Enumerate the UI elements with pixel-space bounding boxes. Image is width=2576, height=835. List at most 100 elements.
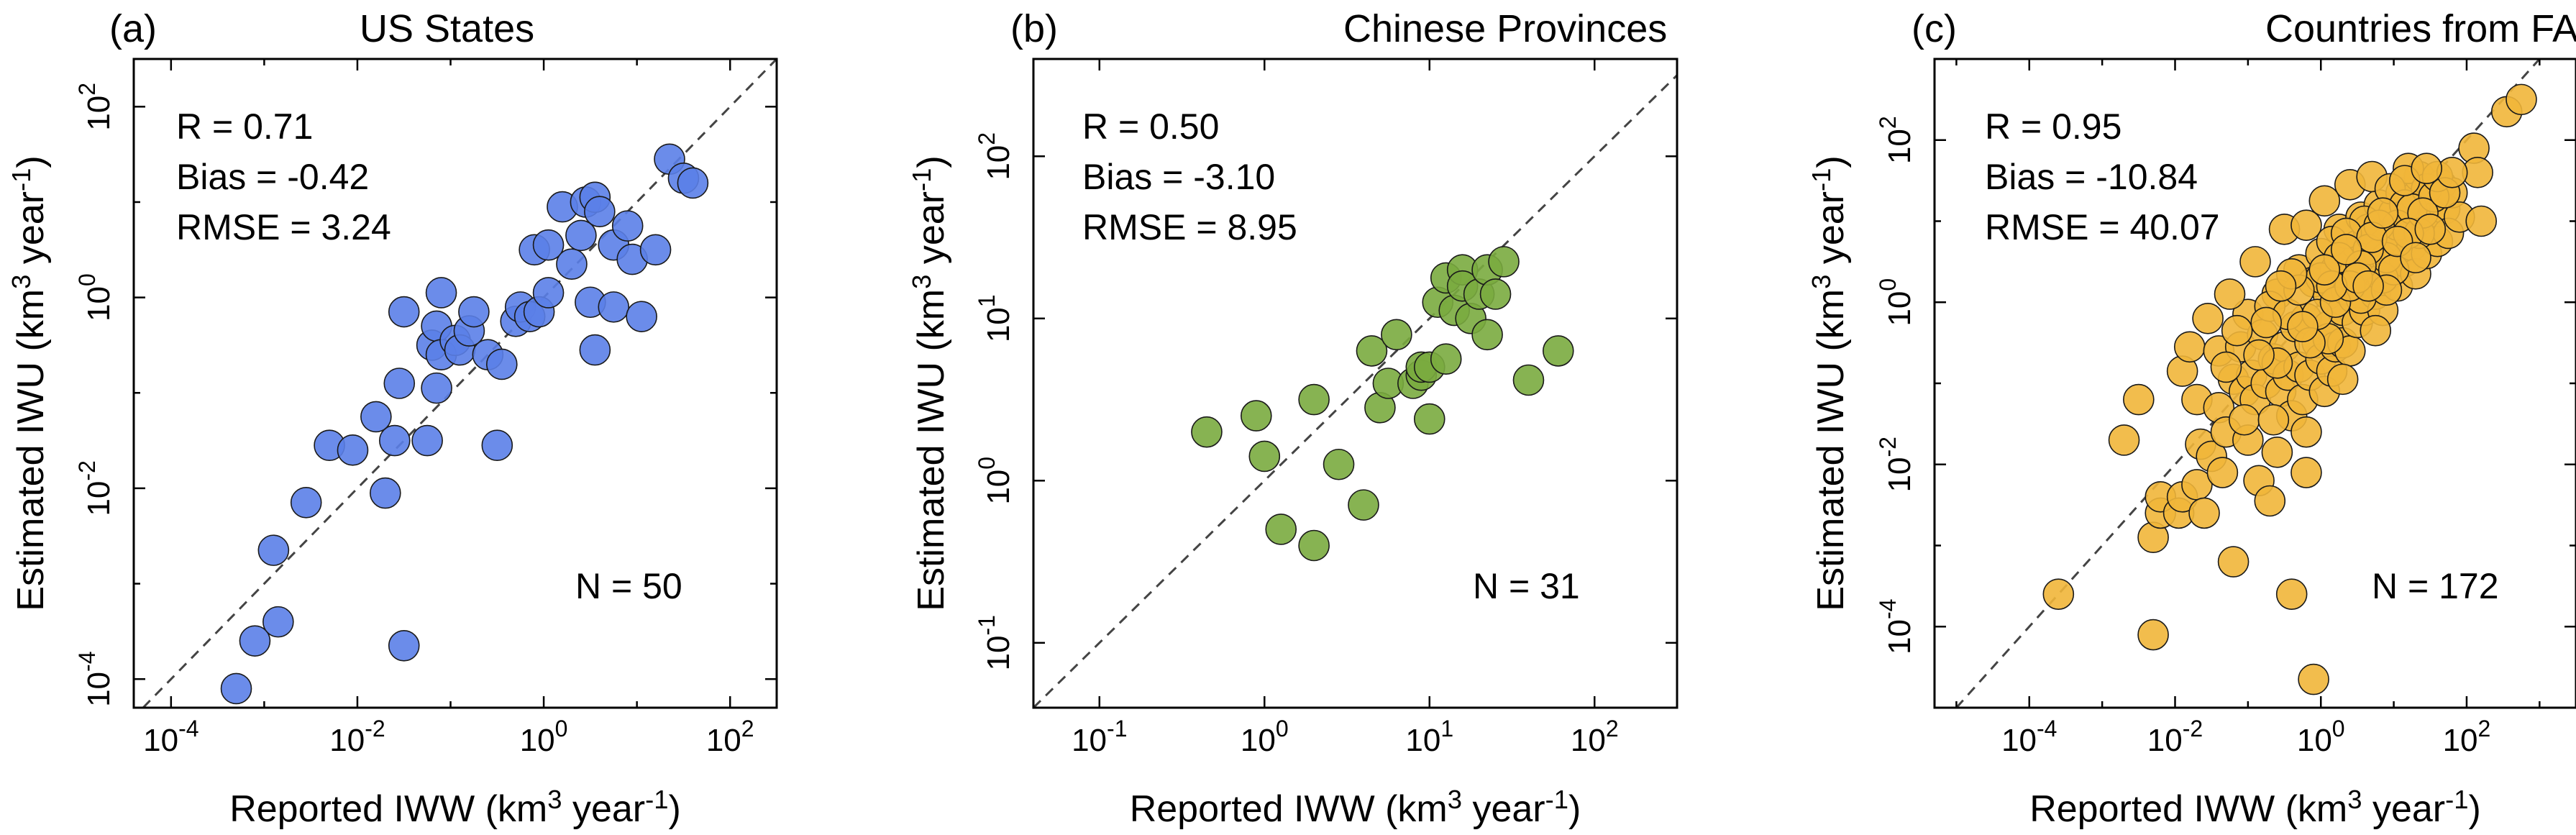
data-point bbox=[565, 219, 597, 252]
data-point bbox=[1512, 364, 1545, 396]
y-tick-label: 102 bbox=[74, 83, 117, 131]
y-tick-label: 10-2 bbox=[1875, 437, 1917, 492]
data-point bbox=[2308, 254, 2341, 286]
data-point bbox=[1298, 383, 1330, 416]
data-point bbox=[411, 424, 443, 457]
data-point bbox=[481, 429, 513, 462]
plot-frame bbox=[132, 58, 778, 709]
stat-line: Bias = -3.10 bbox=[1082, 157, 1275, 197]
data-point bbox=[556, 248, 588, 280]
data-point bbox=[598, 291, 630, 323]
data-point bbox=[2173, 331, 2206, 363]
x-axis-label: Reported IWW (km3 year-1) bbox=[2029, 785, 2481, 830]
data-point bbox=[2275, 578, 2308, 610]
x-tick-label: 102 bbox=[1571, 716, 1619, 758]
stat-line: RMSE = 8.95 bbox=[1082, 207, 1297, 247]
data-point bbox=[2290, 457, 2322, 488]
y-tick-label: 100 bbox=[974, 457, 1016, 505]
y-tick-label: 10-1 bbox=[974, 615, 1016, 670]
data-point bbox=[532, 229, 565, 261]
data-point bbox=[2400, 242, 2431, 274]
data-point bbox=[2108, 424, 2140, 456]
y-tick-label: 102 bbox=[1875, 116, 1917, 164]
y-axis-label: Estimated IWU (km3 year-1) bbox=[6, 155, 52, 611]
data-point bbox=[579, 334, 611, 366]
data-point bbox=[360, 401, 392, 433]
stat-line: Bias = -10.84 bbox=[1985, 157, 2198, 197]
data-point bbox=[1356, 335, 1388, 367]
stat-line: Bias = -0.42 bbox=[176, 157, 369, 197]
data-point bbox=[2221, 314, 2253, 347]
data-point bbox=[1542, 335, 1574, 367]
panel-title: Chinese Provinces bbox=[1343, 7, 1667, 50]
panel-title: US States bbox=[360, 7, 534, 50]
panel-label: (b) bbox=[1010, 7, 1058, 50]
data-point bbox=[2210, 351, 2242, 383]
sample-count: N = 50 bbox=[575, 566, 682, 606]
points bbox=[1191, 246, 1574, 562]
data-point bbox=[2287, 311, 2319, 342]
data-point bbox=[677, 167, 709, 199]
data-point bbox=[626, 301, 657, 332]
x-tick-label: 101 bbox=[1405, 716, 1453, 758]
sample-count: N = 172 bbox=[2372, 566, 2499, 606]
sample-count: N = 31 bbox=[1473, 566, 1580, 606]
data-point bbox=[421, 372, 452, 404]
data-point bbox=[2308, 185, 2341, 217]
points bbox=[220, 143, 709, 705]
data-point bbox=[1191, 416, 1223, 448]
x-tick-label: 100 bbox=[1241, 716, 1289, 758]
data-point bbox=[2257, 403, 2290, 436]
data-point bbox=[2206, 457, 2239, 488]
data-point bbox=[458, 296, 490, 328]
data-point bbox=[2261, 437, 2293, 468]
data-point bbox=[611, 210, 644, 242]
one-to-one-line bbox=[142, 59, 777, 708]
data-point bbox=[2411, 152, 2443, 185]
data-point bbox=[2290, 209, 2322, 241]
data-point bbox=[337, 434, 369, 466]
y-tick-label: 102 bbox=[974, 132, 1016, 181]
panel-title: Countries from FAOSTAT bbox=[2265, 7, 2576, 50]
data-point bbox=[1348, 489, 1379, 521]
y-tick-label: 10-4 bbox=[1875, 599, 1917, 654]
panel-label: (a) bbox=[109, 7, 157, 50]
data-point bbox=[383, 368, 416, 399]
data-point bbox=[2042, 578, 2075, 610]
data-point bbox=[2188, 497, 2220, 529]
data-point bbox=[388, 629, 420, 662]
data-point bbox=[2506, 83, 2537, 116]
data-point bbox=[2265, 270, 2297, 302]
data-point bbox=[2367, 197, 2399, 229]
data-point bbox=[2217, 546, 2250, 578]
data-point bbox=[2330, 234, 2362, 265]
data-point bbox=[2137, 619, 2169, 651]
data-point bbox=[290, 487, 322, 519]
data-point bbox=[2465, 205, 2498, 237]
y-axis-label: Estimated IWU (km3 year-1) bbox=[1807, 155, 1852, 611]
data-point bbox=[1248, 440, 1281, 473]
stat-line: RMSE = 40.07 bbox=[1985, 207, 2220, 247]
data-point bbox=[2298, 663, 2329, 695]
data-point bbox=[2326, 363, 2359, 396]
x-tick-label: 10-4 bbox=[143, 716, 198, 758]
data-point bbox=[584, 196, 616, 228]
data-point bbox=[2214, 278, 2246, 310]
data-point bbox=[1430, 343, 1462, 375]
x-tick-label: 102 bbox=[2443, 716, 2491, 758]
data-point bbox=[1265, 514, 1297, 545]
data-point bbox=[257, 534, 290, 566]
data-point bbox=[1381, 319, 1412, 351]
data-point bbox=[2243, 339, 2275, 371]
data-point bbox=[2290, 416, 2322, 448]
data-point bbox=[2250, 306, 2283, 339]
data-point bbox=[262, 606, 294, 638]
y-tick-label: 10-2 bbox=[74, 460, 117, 516]
data-point bbox=[2123, 383, 2155, 416]
data-point bbox=[1323, 448, 1355, 480]
data-point bbox=[239, 625, 271, 657]
panel-b: 10-1 100 101 102 10-1 100 101 102 (b) Chinese Pro… bbox=[907, 7, 1678, 830]
data-point bbox=[485, 348, 518, 380]
x-tick-label: 102 bbox=[706, 716, 754, 758]
